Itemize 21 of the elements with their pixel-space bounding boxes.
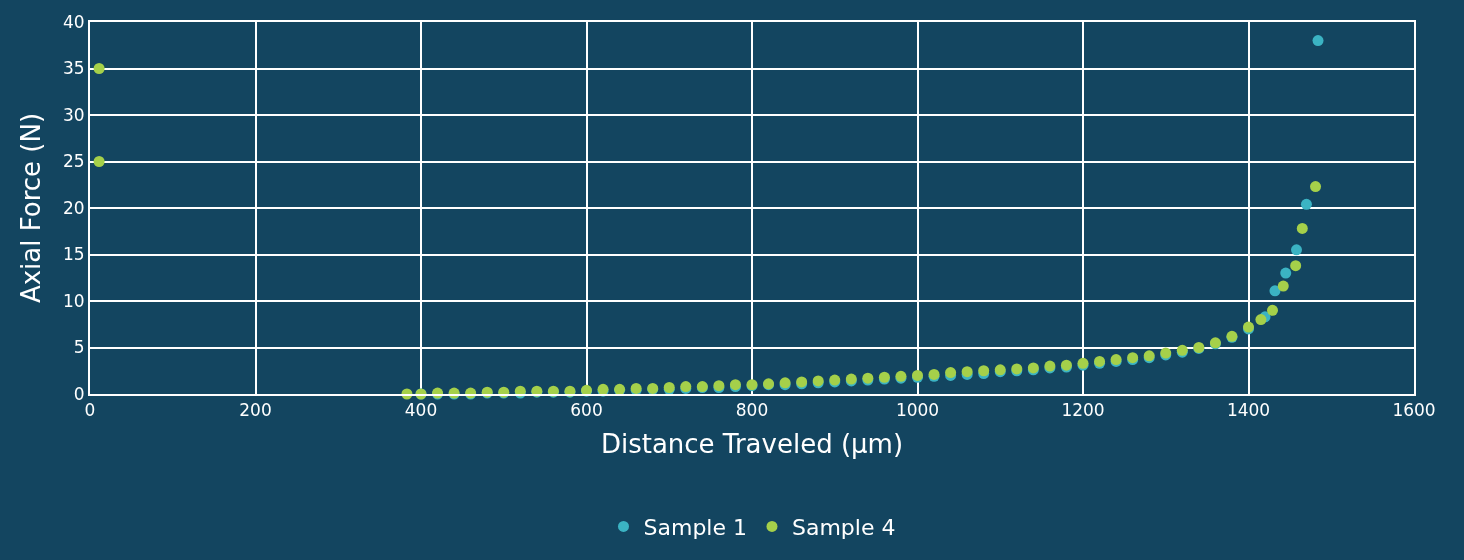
x-tick-label: 400 — [404, 400, 438, 421]
x-tick-label: 1000 — [895, 400, 940, 421]
legend-label: Sample 4 — [791, 514, 896, 540]
y-tick-label: 15 — [62, 244, 85, 265]
y-tick-label: 35 — [62, 58, 85, 79]
y-tick-label: 10 — [62, 290, 85, 311]
x-tick-label: 1200 — [1061, 400, 1105, 421]
y-tick-label: 0 — [73, 383, 85, 404]
legend-label: Sample 1 — [643, 514, 747, 540]
x-tick-label: 200 — [239, 400, 272, 421]
y-tick-label: 40 — [62, 11, 85, 32]
x-tick-label: 1400 — [1226, 400, 1271, 421]
x-tick-label: 1600 — [1392, 400, 1436, 421]
x-tick-label: 800 — [735, 400, 769, 421]
y-tick-label: 25 — [62, 151, 85, 172]
y-tick-label: 5 — [73, 337, 85, 358]
x-axis-title: Distance Traveled (µm) — [600, 428, 904, 459]
x-tick-label: 600 — [570, 400, 603, 421]
y-tick-label: 30 — [62, 104, 85, 125]
y-tick-label: 20 — [62, 197, 85, 218]
y-axis-title: Axial Force (N) — [15, 112, 46, 304]
